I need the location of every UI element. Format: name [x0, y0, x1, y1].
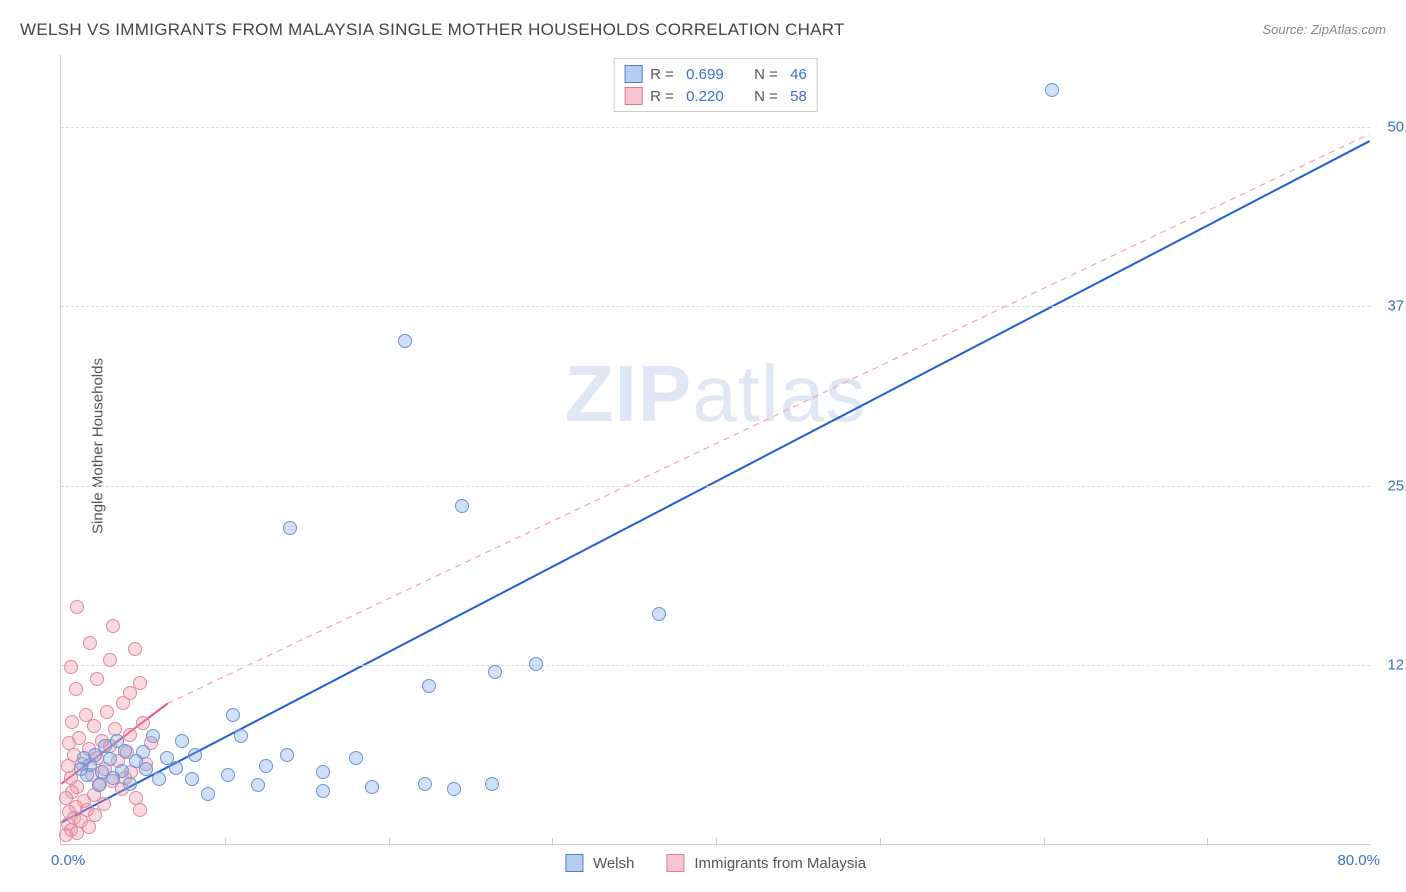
gridline — [61, 665, 1370, 666]
data-point — [123, 728, 137, 742]
stats-row-malaysia: R = 0.220 N = 58 — [624, 85, 807, 107]
data-point — [398, 334, 412, 348]
data-point — [90, 672, 104, 686]
x-tick — [880, 838, 881, 846]
series-legend: Welsh Immigrants from Malaysia — [565, 854, 866, 872]
swatch-malaysia-bottom — [666, 854, 684, 872]
data-point — [280, 748, 294, 762]
data-point — [70, 600, 84, 614]
data-point — [106, 619, 120, 633]
data-point — [418, 777, 432, 791]
data-point — [226, 708, 240, 722]
stats-legend: R = 0.699 N = 46 R = 0.220 N = 58 — [613, 58, 818, 112]
legend-label-welsh: Welsh — [593, 855, 634, 872]
data-point — [529, 657, 543, 671]
data-point — [123, 686, 137, 700]
data-point — [259, 759, 273, 773]
y-tick-label: 25.0% — [1387, 477, 1406, 494]
data-point — [146, 729, 160, 743]
swatch-welsh-bottom — [565, 854, 583, 872]
data-point — [160, 751, 174, 765]
chart-title: WELSH VS IMMIGRANTS FROM MALAYSIA SINGLE… — [20, 20, 845, 40]
data-point — [69, 682, 83, 696]
x-tick — [1207, 838, 1208, 846]
data-point — [283, 521, 297, 535]
y-tick-label: 12.5% — [1387, 657, 1406, 674]
data-point — [234, 729, 248, 743]
x-tick — [389, 838, 390, 846]
data-point — [201, 787, 215, 801]
data-point — [455, 499, 469, 513]
data-point — [652, 607, 666, 621]
data-point — [103, 752, 117, 766]
data-point — [100, 705, 114, 719]
swatch-welsh — [624, 65, 642, 83]
data-point — [103, 653, 117, 667]
x-tick — [716, 838, 717, 846]
legend-label-malaysia: Immigrants from Malaysia — [694, 855, 866, 872]
gridline — [61, 486, 1370, 487]
data-point — [185, 772, 199, 786]
data-point — [251, 778, 265, 792]
data-point — [365, 780, 379, 794]
data-point — [349, 751, 363, 765]
data-point — [316, 784, 330, 798]
swatch-malaysia — [624, 87, 642, 105]
x-tick — [1044, 838, 1045, 846]
x-max-label: 80.0% — [1337, 852, 1380, 869]
data-point — [485, 777, 499, 791]
data-point — [136, 716, 150, 730]
data-point — [488, 665, 502, 679]
chart-container: WELSH VS IMMIGRANTS FROM MALAYSIA SINGLE… — [0, 0, 1406, 892]
data-point — [92, 778, 106, 792]
y-tick-label: 37.5% — [1387, 298, 1406, 315]
data-point — [83, 636, 97, 650]
x-tick — [225, 838, 226, 846]
data-point — [64, 660, 78, 674]
data-point — [1045, 83, 1059, 97]
stats-row-welsh: R = 0.699 N = 46 — [624, 63, 807, 85]
plot-area: ZIPatlas R = 0.699 N = 46 R = 0.220 N = … — [60, 55, 1370, 845]
data-point — [152, 772, 166, 786]
data-point — [59, 828, 73, 842]
data-point — [447, 782, 461, 796]
data-point — [74, 762, 88, 776]
data-point — [221, 768, 235, 782]
data-point — [316, 765, 330, 779]
data-point — [87, 719, 101, 733]
y-tick-label: 50.0% — [1387, 118, 1406, 135]
x-tick — [552, 838, 553, 846]
data-point — [65, 715, 79, 729]
data-point — [128, 642, 142, 656]
data-point — [175, 734, 189, 748]
data-point — [133, 803, 147, 817]
trend-lines — [61, 55, 1370, 844]
x-origin-label: 0.0% — [51, 852, 85, 869]
gridline — [61, 127, 1370, 128]
data-point — [129, 754, 143, 768]
data-point — [123, 777, 137, 791]
data-point — [422, 679, 436, 693]
source-attribution: Source: ZipAtlas.com — [1262, 22, 1386, 37]
data-point — [188, 748, 202, 762]
gridline — [61, 306, 1370, 307]
